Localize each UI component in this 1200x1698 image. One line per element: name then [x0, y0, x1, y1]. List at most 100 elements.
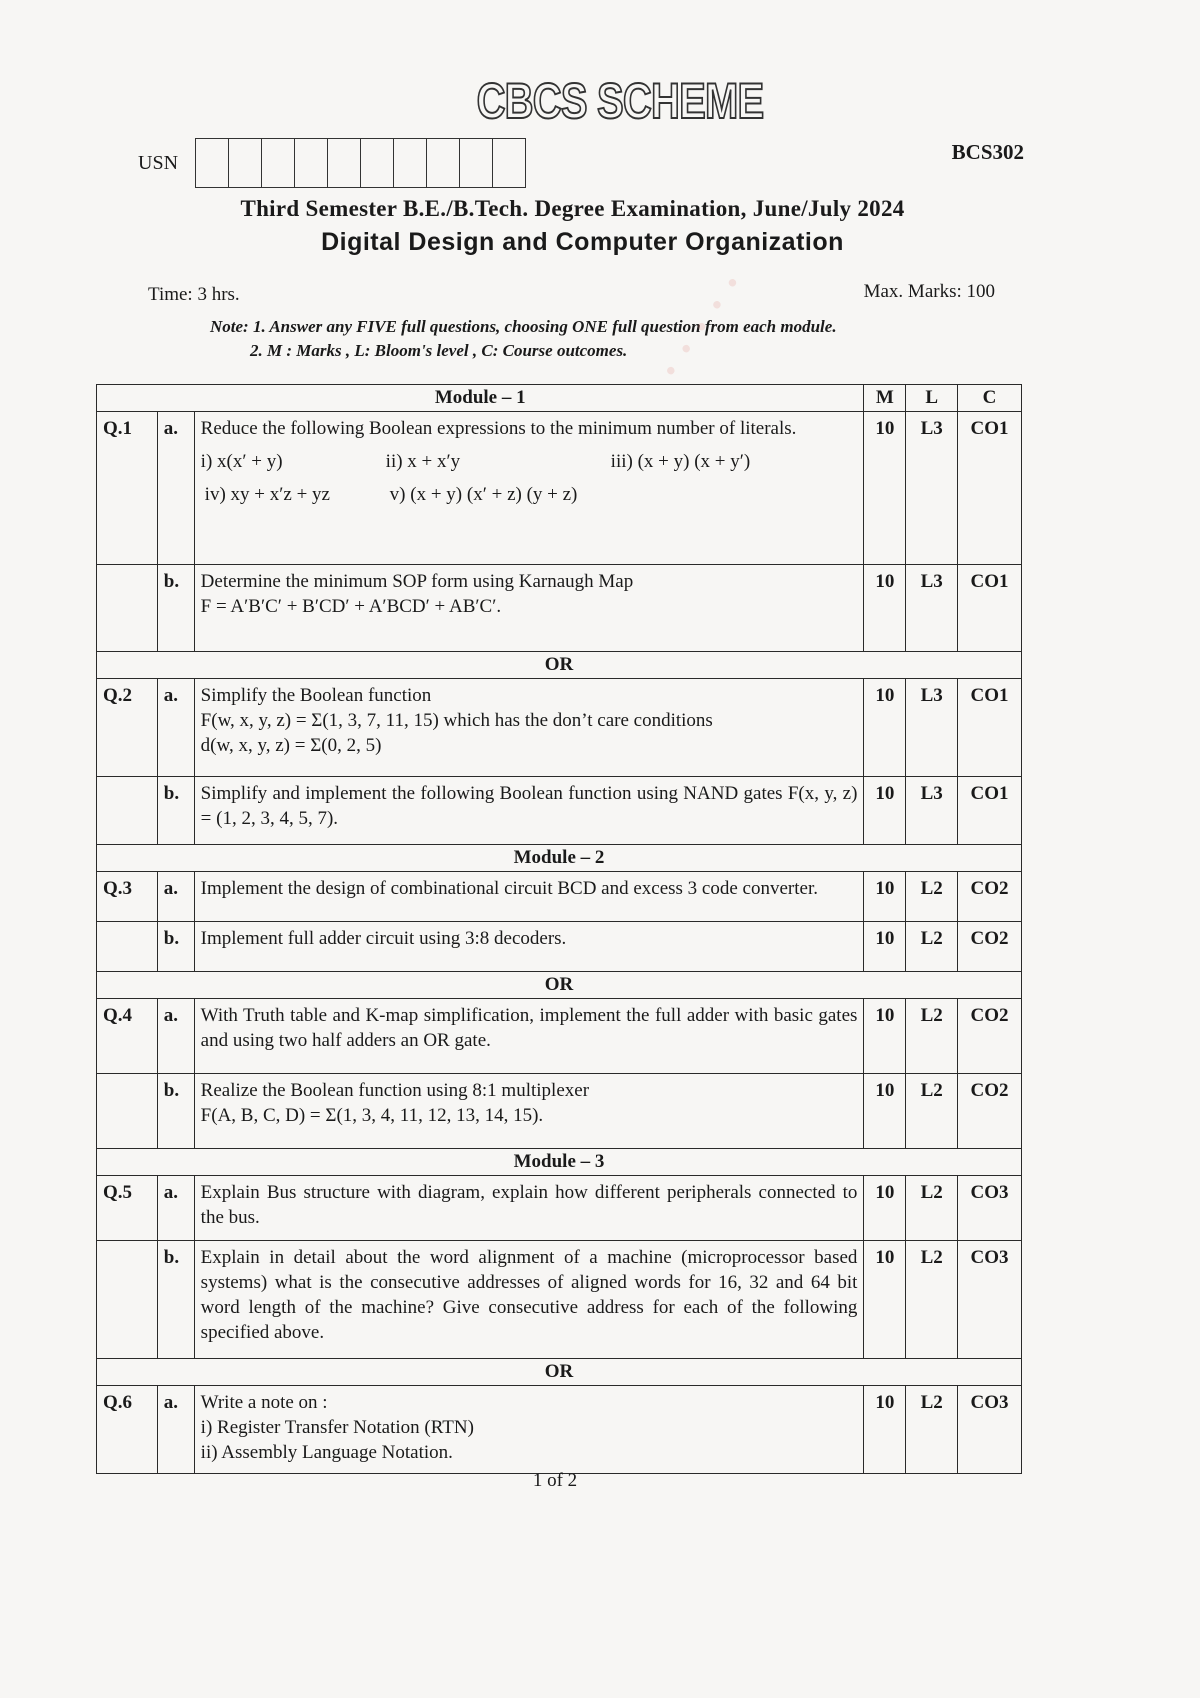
question-number: Q.5 [96, 1175, 158, 1241]
question-line: i) Register Transfer Notation (RTN) [200, 1417, 474, 1438]
sub-expression: i) x(x′ + y) [200, 451, 283, 472]
question-row: b. Explain in detail about the word align… [96, 1240, 1022, 1359]
cbcs-scheme-logo: CBCS SCHEME [476, 72, 765, 130]
question-number: Q.1 [96, 411, 158, 565]
question-number: Q.4 [96, 998, 158, 1074]
question-table: Module – 1 M L C Q.1 a. Reduce the following B… [95, 384, 1022, 1474]
sub-question-letter: a. [156, 1385, 195, 1474]
usn-box [196, 139, 229, 187]
course-outcome: CO1 [957, 411, 1022, 565]
exam-title: Third Semester B.E./B.Tech. Degree Exami… [240, 196, 905, 221]
question-number [96, 776, 158, 845]
course-outcome: CO2 [957, 1073, 1022, 1149]
sub-question-letter: b. [156, 776, 195, 845]
sub-expression: v) (x + y) (x′ + z) (y + z) [389, 484, 578, 505]
sub-expression: iv) xy + x′z + yz [204, 484, 330, 505]
blooms-level: L3 [905, 411, 959, 565]
usn-box [493, 139, 525, 187]
section-header-row: OR [96, 651, 1022, 679]
section-header-row: Module – 2 [96, 844, 1022, 872]
usn-box [328, 139, 361, 187]
question-statement: Determine the minimum SOP form using Kar… [200, 571, 634, 592]
marks: 10 [863, 1385, 907, 1474]
course-code: BCS302 [951, 140, 1024, 164]
usn-box [460, 139, 493, 187]
sub-question-letter: b. [156, 564, 195, 652]
blooms-level: L3 [905, 564, 959, 652]
question-statement: Reduce the following Boolean expressions… [200, 418, 797, 439]
course-outcome: CO1 [957, 678, 1022, 777]
col-marks: M [863, 384, 907, 412]
subject-title: Digital Design and Computer Organization [321, 228, 844, 256]
course-outcome: CO3 [957, 1385, 1022, 1474]
sub-question-letter: a. [156, 998, 195, 1074]
marks: 10 [863, 564, 907, 652]
marks: 10 [863, 411, 907, 565]
marks: 10 [863, 998, 907, 1074]
question-text: Explain Bus structure with diagram, expl… [193, 1175, 865, 1241]
question-statement: Realize the Boolean function using 8:1 m… [200, 1080, 590, 1101]
blooms-level: L2 [905, 921, 959, 972]
question-text: Simplify and implement the following Boo… [193, 776, 865, 845]
question-row: b. Implement full adder circuit using 3:8… [96, 921, 1022, 972]
course-outcome: CO2 [957, 871, 1022, 922]
question-row: b. Simplify and implement the following B… [96, 776, 1022, 845]
question-number [96, 564, 158, 652]
question-row: Q.5 a. Explain Bus structure with diagram,… [96, 1175, 1022, 1241]
section-header: OR [96, 971, 1022, 999]
question-number [96, 1073, 158, 1149]
usn-box [394, 139, 427, 187]
blooms-level: L2 [905, 1385, 959, 1474]
course-outcome: CO1 [957, 776, 1022, 845]
sub-question-letter: a. [156, 678, 195, 777]
question-number [96, 921, 158, 972]
question-line: F(w, x, y, z) = Σ(1, 3, 7, 11, 15) which… [200, 710, 713, 731]
question-number: Q.3 [96, 871, 158, 922]
section-header: Module – 3 [96, 1148, 1022, 1176]
question-text: Explain in detail about the word alignme… [193, 1240, 865, 1359]
question-line: ii) Assembly Language Notation. [200, 1442, 453, 1463]
section-header: Module – 2 [96, 844, 1022, 872]
marks: 10 [863, 871, 907, 922]
question-statement: With Truth table and K-map simplificatio… [200, 1005, 858, 1051]
question-row: Q.2 a. Simplify the Boolean function F(w, x… [96, 678, 1022, 777]
course-outcome: CO3 [957, 1175, 1022, 1241]
question-row: Q.3 a. Implement the design of combination… [96, 871, 1022, 922]
question-statement: Simplify the Boolean function [200, 685, 432, 706]
usn-entry-boxes [195, 138, 526, 188]
max-marks: Max. Marks: 100 [863, 281, 995, 302]
question-line: F = A′B′C′ + B′CD′ + A′BCD′ + AB′C′. [200, 596, 502, 617]
note-line-2: 2. M : Marks , L: Bloom's level , C: Cou… [250, 341, 628, 360]
exam-duration: Time: 3 hrs. [148, 284, 240, 305]
sub-question-letter: a. [156, 871, 195, 922]
sub-question-letter: b. [156, 921, 195, 972]
section-header: OR [96, 1358, 1022, 1386]
sub-expression: ii) x + x′y [385, 451, 461, 472]
question-row: Q.1 a. Reduce the following Boolean expres… [96, 411, 1022, 565]
question-row: Q.6 a. Write a note on : i) Register Transf… [96, 1385, 1022, 1474]
question-text: Simplify the Boolean function F(w, x, y, … [193, 678, 865, 777]
blooms-level: L2 [905, 1240, 959, 1359]
options-row: iv) xy + x′z + yz v) (x + y) (x′ + z) (y … [201, 482, 858, 507]
question-text: Determine the minimum SOP form using Kar… [193, 564, 865, 652]
question-text: Implement the design of combinational ci… [193, 871, 865, 922]
marks: 10 [863, 1240, 907, 1359]
question-text: Write a note on : i) Register Transfer No… [193, 1385, 865, 1474]
usn-label: USN [138, 152, 179, 174]
col-level: L [905, 384, 959, 412]
options-row: i) x(x′ + y) ii) x + x′y iii) (x + y) (x +… [201, 449, 858, 474]
section-header-row: OR [96, 1358, 1022, 1386]
question-statement: Implement the design of combinational ci… [200, 878, 818, 899]
section-header-row: Module – 3 [96, 1148, 1022, 1176]
question-text: Realize the Boolean function using 8:1 m… [193, 1073, 865, 1149]
marks: 10 [863, 776, 907, 845]
question-text: Implement full adder circuit using 3:8 d… [193, 921, 865, 972]
blooms-level: L2 [905, 1175, 959, 1241]
question-number: Q.2 [96, 678, 158, 777]
sub-question-letter: b. [156, 1073, 195, 1149]
question-text: Reduce the following Boolean expressions… [193, 411, 865, 565]
section-header: OR [96, 651, 1022, 679]
question-line: F(A, B, C, D) = Σ(1, 3, 4, 11, 12, 13, 1… [200, 1105, 544, 1126]
sub-question-letter: a. [156, 411, 195, 565]
